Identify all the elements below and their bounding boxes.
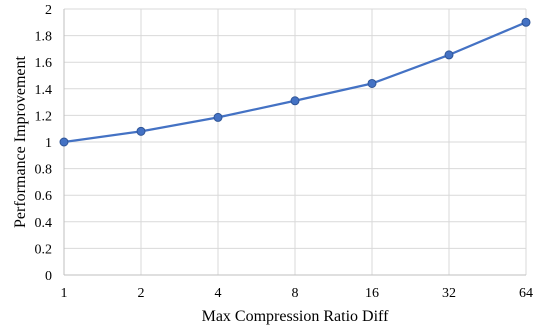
y-tick-label: 0.4	[35, 216, 53, 231]
x-tick-label: 8	[292, 286, 299, 301]
x-tick-label: 1	[61, 286, 68, 301]
y-axis-title: Performance Improvement	[12, 55, 29, 227]
series	[59, 17, 531, 147]
data-point	[444, 50, 454, 60]
data-point	[136, 126, 146, 136]
y-tick-label: 1.6	[35, 56, 53, 71]
y-tick-label: 2	[45, 3, 52, 18]
data-point	[213, 112, 223, 122]
y-tick-label: 0	[45, 269, 52, 284]
y-tick-label: 0.6	[35, 189, 53, 204]
x-tick-label: 16	[365, 286, 379, 301]
y-tick-label: 1	[45, 136, 52, 151]
y-tick-labels: 0 0.2 0.4 0.6 0.8 1 1.2 1.4 1.6 1.8 2	[35, 3, 53, 284]
data-point	[59, 137, 69, 147]
gridlines	[63, 8, 527, 275]
x-tick-labels: 1 2 4 8 16 32 64	[61, 286, 534, 301]
y-tick-label: 1.8	[35, 30, 53, 45]
y-tick-label: 0.2	[35, 242, 53, 257]
x-tick-label: 64	[519, 286, 533, 301]
x-tick-label: 4	[215, 286, 222, 301]
x-tick-label: 32	[442, 286, 456, 301]
x-tick-label: 2	[138, 286, 145, 301]
y-tick-label: 1.2	[35, 109, 53, 124]
data-point	[367, 78, 377, 88]
data-point	[290, 96, 300, 106]
x-axis-title: Max Compression Ratio Diff	[202, 308, 389, 325]
data-point	[521, 17, 531, 27]
y-tick-label: 1.4	[35, 83, 53, 98]
y-tick-label: 0.8	[35, 163, 53, 178]
